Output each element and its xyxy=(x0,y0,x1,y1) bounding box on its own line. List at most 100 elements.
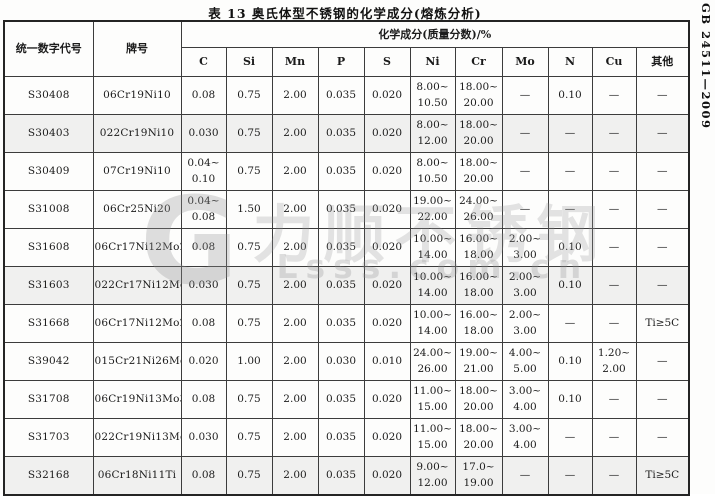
header-element-Mn: Mn xyxy=(271,47,319,77)
cell-si: 0.75 xyxy=(225,304,273,343)
cell-code: S31008 xyxy=(3,190,94,229)
cell-p: 0.035 xyxy=(317,114,365,153)
header-grade: 牌号 xyxy=(92,20,182,77)
cell-p: 0.035 xyxy=(317,190,365,229)
header-element-Cu: Cu xyxy=(591,47,637,77)
cell-grade: 07Cr19Ni10 xyxy=(92,152,182,191)
cell-cu: — xyxy=(591,76,637,115)
cell-si: 0.75 xyxy=(225,418,273,457)
cell-p: 0.035 xyxy=(317,76,365,115)
header-element-S: S xyxy=(363,47,411,77)
header-element-P: P xyxy=(317,47,365,77)
cell-n: 0.10 xyxy=(547,380,593,419)
cell-mn: 2.00 xyxy=(271,114,319,153)
table-row: S30408 06Cr19Ni10 0.08 0.75 2.00 0.035 0.020 8.… xyxy=(3,76,690,115)
table-row: S31703022Cr19Ni13Mo30.0300.752.000.0350.… xyxy=(3,418,690,457)
cell-mo: 3.00~ 4.00 xyxy=(501,418,549,457)
cell-cu: — xyxy=(591,228,637,267)
header-composition: 化学成分(质量分数)/% xyxy=(180,20,690,48)
cell-ni: 8.00~ 12.00 xyxy=(409,114,456,153)
cell-mn: 2.00 xyxy=(271,266,319,305)
cell-si: 0.75 xyxy=(225,266,273,305)
cell-si: 1.00 xyxy=(225,342,273,381)
cell-si: 0.75 xyxy=(225,228,273,267)
cell-s: 0.020 xyxy=(363,456,411,496)
cell-ni: 8.00~ 10.50 xyxy=(409,76,456,115)
cell-mn: 2.00 xyxy=(271,152,319,191)
cell-mo: — xyxy=(501,152,549,191)
table-row: S31608 06Cr17Ni12Mo2 0.08 0.75 2.00 0.035 0.02… xyxy=(3,228,690,267)
cell-mo: — xyxy=(501,76,549,115)
cell-other: — xyxy=(635,266,690,305)
header-element-C: C xyxy=(180,47,227,77)
table-row: S39042015Cr21Ni26Mo5Cu20.0201.002.000.03… xyxy=(3,342,690,381)
cell-mn: 2.00 xyxy=(271,342,319,381)
cell-mn: 2.00 xyxy=(271,76,319,115)
cell-c: 0.08 xyxy=(180,304,227,343)
chemical-composition-table: 统一数字代号 牌号 化学成分(质量分数)/% C Si Mn P S Ni Cr Mo N Cu 其… xyxy=(3,20,691,496)
cell-cr: 18.00~ 20.00 xyxy=(454,76,503,115)
cell-ni: 24.00~ 26.00 xyxy=(409,342,456,381)
cell-code: S30408 xyxy=(3,76,94,115)
header-element-其他: 其他 xyxy=(635,47,690,77)
cell-cr: 16.00~ 18.00 xyxy=(454,228,503,267)
cell-code: S39042 xyxy=(3,342,94,381)
cell-grade: 06Cr25Ni20 xyxy=(92,190,182,229)
cell-code: S31603 xyxy=(3,266,94,305)
cell-s: 0.020 xyxy=(363,304,411,343)
cell-ni: 9.00~ 12.00 xyxy=(409,456,456,496)
cell-cu: — xyxy=(591,304,637,343)
cell-code: S31668 xyxy=(3,304,94,343)
cell-s: 0.010 xyxy=(363,342,411,381)
cell-cr: 24.00~ 26.00 xyxy=(454,190,503,229)
cell-n: 0.10 xyxy=(547,228,593,267)
cell-si: 0.75 xyxy=(225,152,273,191)
cell-cu: — xyxy=(591,190,637,229)
cell-mn: 2.00 xyxy=(271,418,319,457)
cell-cu: — xyxy=(591,152,637,191)
table-row: S31603022Cr17Ni12Mo20.0300.752.000.0350.… xyxy=(3,266,690,305)
cell-p: 0.035 xyxy=(317,228,365,267)
cell-other: — xyxy=(635,76,690,115)
cell-c: 0.08 xyxy=(180,456,227,496)
cell-grade: 022Cr19Ni10 xyxy=(92,114,182,153)
cell-p: 0.035 xyxy=(317,266,365,305)
cell-mo: 2.00~ 3.00 xyxy=(501,266,549,305)
cell-other: — xyxy=(635,114,690,153)
cell-cr: 19.00~ 21.00 xyxy=(454,342,503,381)
cell-p: 0.035 xyxy=(317,418,365,457)
cell-cr: 16.00~ 18.00 xyxy=(454,266,503,305)
cell-other: — xyxy=(635,190,690,229)
cell-grade: 06Cr19Ni10 xyxy=(92,76,182,115)
cell-si: 0.75 xyxy=(225,76,273,115)
cell-n: 0.10 xyxy=(547,266,593,305)
cell-mn: 2.00 xyxy=(271,380,319,419)
cell-mo: — xyxy=(501,190,549,229)
cell-n: 0.10 xyxy=(547,76,593,115)
cell-c: 0.030 xyxy=(180,418,227,457)
cell-grade: 022Cr19Ni13Mo3 xyxy=(92,418,182,457)
cell-mo: 3.00~ 4.00 xyxy=(501,380,549,419)
cell-mn: 2.00 xyxy=(271,228,319,267)
cell-si: 0.75 xyxy=(225,456,273,496)
cell-n: — xyxy=(547,418,593,457)
cell-n: — xyxy=(547,190,593,229)
cell-c: 0.020 xyxy=(180,342,227,381)
cell-s: 0.020 xyxy=(363,418,411,457)
table-row: S31708 06Cr19Ni13Mo3 0.08 0.75 2.00 0.035 0.02… xyxy=(3,380,690,419)
header-unified-code: 统一数字代号 xyxy=(3,20,94,77)
cell-mo: 2.00~ 3.00 xyxy=(501,228,549,267)
cell-s: 0.020 xyxy=(363,190,411,229)
cell-si: 0.75 xyxy=(225,380,273,419)
cell-s: 0.020 xyxy=(363,114,411,153)
cell-code: S31608 xyxy=(3,228,94,267)
cell-cr: 18.00~ 20.00 xyxy=(454,418,503,457)
cell-grade: 06Cr18Ni11Ti xyxy=(92,456,182,496)
cell-code: S31708 xyxy=(3,380,94,419)
cell-c: 0.030 xyxy=(180,114,227,153)
table-row: S31008 06Cr25Ni20 0.04~ 0.08 1.50 2.00 0.035 0… xyxy=(3,190,690,229)
cell-s: 0.020 xyxy=(363,152,411,191)
cell-cr: 17.0~ 19.00 xyxy=(454,456,503,496)
cell-c: 0.04~ 0.08 xyxy=(180,190,227,229)
cell-grade: 06Cr17Ni12Mo2 xyxy=(92,228,182,267)
